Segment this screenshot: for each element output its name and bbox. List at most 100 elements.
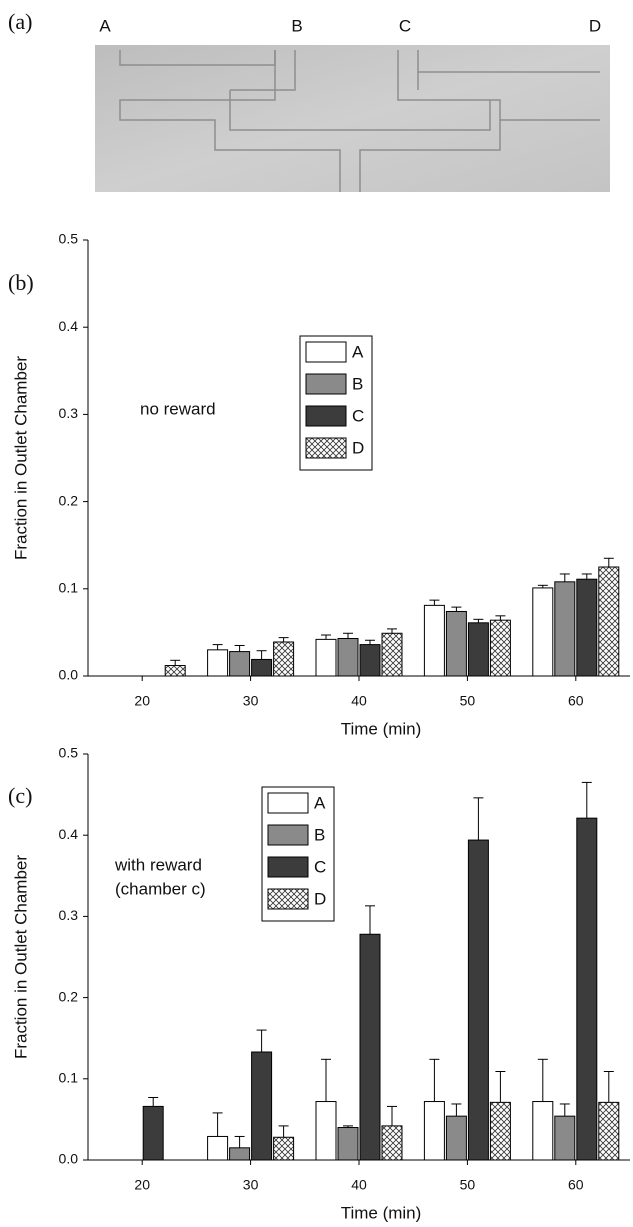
bar [359, 644, 381, 677]
bar [207, 1135, 229, 1161]
bar [598, 1101, 620, 1161]
bar [423, 604, 445, 677]
legend-swatch [267, 792, 309, 814]
error-bar [212, 644, 223, 650]
y-tick-label: 0.2 [59, 988, 79, 1004]
legend-label: C [314, 857, 326, 876]
photo [95, 45, 610, 192]
bar [142, 1105, 164, 1161]
error-bar [495, 615, 506, 621]
error-bar [429, 1058, 440, 1102]
position-label: A [99, 16, 111, 35]
error-bar [581, 781, 592, 819]
bar [423, 1101, 445, 1161]
error-bar [321, 1058, 331, 1102]
bar [532, 1101, 554, 1161]
error-bar [473, 797, 484, 841]
bar [576, 578, 598, 677]
error-bar [429, 599, 440, 606]
y-tick-label: 0.0 [59, 667, 79, 683]
bar [273, 1136, 295, 1161]
bar [445, 610, 467, 677]
legend-label: D [352, 438, 364, 457]
y-tick-label: 0.4 [59, 318, 79, 334]
y-tick-label: 0.5 [59, 745, 79, 761]
legend-swatch [267, 888, 309, 910]
bar [229, 651, 251, 677]
x-tick-label: 40 [351, 693, 367, 709]
error-bar [343, 632, 353, 639]
x-axis-label: Time (min) [341, 1203, 422, 1222]
y-tick-label: 0.5 [59, 231, 79, 247]
y-axis-label: Fraction in Outlet Chamber [11, 356, 30, 560]
bar [315, 1101, 337, 1161]
error-bar [321, 634, 331, 640]
legend-label: D [314, 889, 326, 908]
bar [337, 638, 359, 677]
bar [229, 1147, 251, 1161]
bar [445, 1115, 467, 1161]
x-tick-label: 50 [460, 1177, 476, 1193]
x-tick-label: 40 [351, 1177, 367, 1193]
y-tick-label: 0.1 [59, 580, 79, 596]
legend-label: C [352, 406, 364, 425]
x-tick-label: 60 [568, 1177, 584, 1193]
y-tick-label: 0.1 [59, 1070, 79, 1086]
error-bar [559, 573, 570, 582]
bar [532, 587, 554, 677]
error-bar [451, 606, 462, 612]
legend-swatch [305, 437, 347, 459]
bar [554, 581, 576, 677]
error-bar [559, 1103, 570, 1117]
legend-swatch [305, 341, 347, 363]
y-tick-label: 0.0 [59, 1151, 79, 1167]
x-tick-label: 20 [134, 693, 150, 709]
bar [381, 1125, 403, 1161]
legend-label: A [314, 793, 326, 812]
bar [489, 1101, 511, 1161]
error-bar [365, 905, 375, 935]
legend-swatch [305, 373, 347, 395]
annotation: (chamber c) [115, 879, 206, 898]
bar [251, 1051, 273, 1161]
bar [554, 1115, 576, 1161]
bar [207, 649, 229, 677]
panel-label: (a) [8, 9, 32, 34]
legend-swatch [305, 405, 347, 427]
bar [598, 566, 620, 677]
error-bar [581, 573, 592, 580]
y-tick-label: 0.3 [59, 907, 79, 923]
bar [381, 632, 403, 677]
error-bar [256, 650, 267, 660]
annotation: no reward [140, 399, 216, 418]
error-bar [278, 637, 289, 642]
position-label: C [399, 16, 411, 35]
panel-label: (b) [8, 270, 34, 295]
bar [467, 622, 489, 677]
error-bar [387, 628, 397, 634]
bar [251, 658, 273, 677]
bar [359, 933, 381, 1161]
x-tick-label: 60 [568, 693, 584, 709]
bar [489, 619, 511, 677]
legend-label: A [352, 342, 364, 361]
x-tick-label: 30 [243, 693, 259, 709]
error-bar [537, 1058, 548, 1102]
error-bar [212, 1112, 223, 1137]
legend-swatch [267, 856, 309, 878]
bar [273, 641, 295, 677]
y-tick-label: 0.2 [59, 492, 79, 508]
error-bar [256, 1029, 267, 1053]
y-tick-label: 0.3 [59, 405, 79, 421]
error-bar [387, 1105, 397, 1126]
y-axis-label: Fraction in Outlet Chamber [11, 855, 30, 1059]
bar [576, 817, 598, 1161]
x-tick-label: 30 [243, 1177, 259, 1193]
legend-swatch [267, 824, 309, 846]
error-bar [170, 659, 181, 666]
y-tick-label: 0.4 [59, 826, 79, 842]
x-tick-label: 20 [134, 1177, 150, 1193]
panel-label: (c) [8, 783, 32, 808]
